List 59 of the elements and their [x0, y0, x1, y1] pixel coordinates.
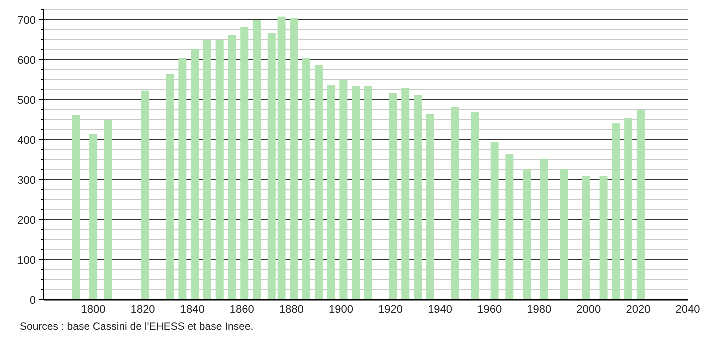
- bar: [90, 134, 98, 300]
- bar: [352, 86, 360, 300]
- x-tick-label: 1840: [180, 304, 205, 316]
- bar: [228, 35, 236, 300]
- y-tick-label: 100: [18, 254, 36, 267]
- bar: [560, 169, 568, 300]
- bar: [624, 118, 633, 300]
- bar: [523, 169, 531, 300]
- bar: [191, 49, 200, 300]
- x-tick-label: 1900: [328, 304, 354, 316]
- y-tick-label: 500: [18, 94, 36, 107]
- x-tick-label: 1940: [428, 304, 453, 316]
- bar: [142, 90, 150, 300]
- bar: [253, 20, 262, 300]
- y-tick-label: 700: [18, 14, 36, 27]
- bar: [216, 40, 224, 300]
- bar: [636, 110, 645, 300]
- bar: [340, 80, 348, 300]
- bar: [582, 176, 590, 300]
- x-tick-label: 1920: [378, 304, 404, 316]
- bar: [389, 93, 398, 300]
- x-tick-label: 2040: [676, 304, 700, 316]
- bar: [451, 107, 460, 300]
- y-tick-label: 600: [18, 54, 36, 67]
- source-note: Sources : base Cassini de l'EHESS et base Insee.: [20, 321, 254, 333]
- x-tick-label: 2000: [576, 304, 602, 316]
- bar: [506, 154, 514, 300]
- bar: [490, 142, 499, 300]
- bar: [540, 159, 548, 300]
- x-tick-label: 1960: [478, 304, 502, 316]
- bar: [426, 114, 434, 300]
- bar: [166, 74, 174, 300]
- bar: [72, 115, 80, 300]
- bar: [290, 18, 298, 300]
- bar: [203, 40, 212, 300]
- y-tick-label: 400: [18, 134, 36, 147]
- bar: [278, 16, 286, 300]
- bar: [414, 95, 422, 300]
- bar: [402, 88, 410, 300]
- bar: [104, 120, 112, 300]
- bar: [327, 85, 336, 300]
- y-tick-label: 200: [18, 214, 36, 227]
- y-tick-label: 300: [18, 174, 36, 187]
- x-tick-label: 1860: [230, 304, 254, 316]
- x-tick-label: 1980: [527, 304, 552, 316]
- x-tick-label: 1880: [279, 304, 304, 316]
- x-tick-label: 1820: [130, 304, 156, 316]
- x-tick-label: 2020: [626, 304, 651, 316]
- bar: [178, 58, 187, 300]
- bar: [364, 86, 372, 300]
- x-tick-label: 1800: [81, 304, 106, 316]
- bar: [314, 65, 323, 300]
- y-tick-label: 0: [30, 294, 36, 307]
- bar: [470, 112, 479, 300]
- bar: [600, 176, 608, 300]
- bar: [268, 33, 276, 300]
- bar: [612, 123, 620, 300]
- bar: [240, 27, 249, 300]
- bar: [302, 58, 311, 300]
